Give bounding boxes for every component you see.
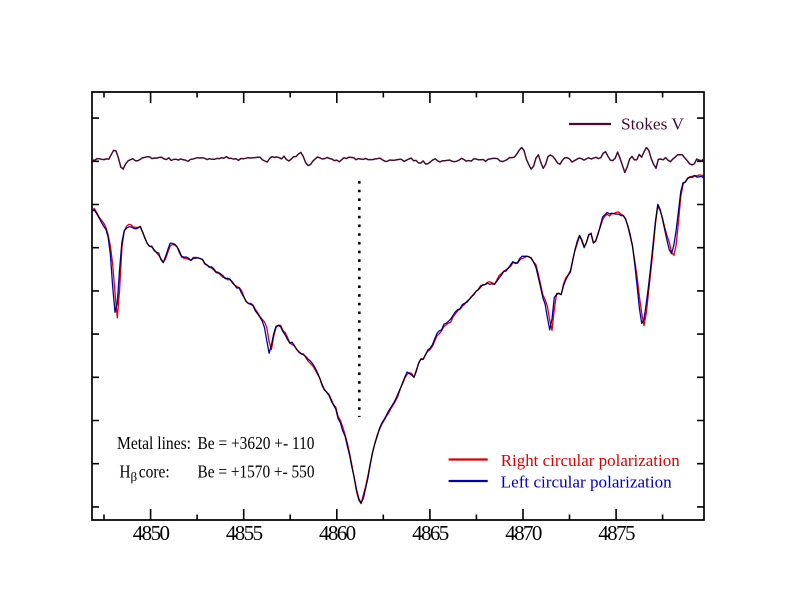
svg-text:Left circular polarization: Left circular polarization: [501, 473, 672, 492]
svg-text:4850: 4850: [133, 521, 170, 545]
svg-text:4870: 4870: [505, 521, 542, 545]
svg-text:4855: 4855: [226, 521, 263, 545]
svg-text:4860: 4860: [319, 521, 356, 545]
svg-text:H: H: [120, 462, 131, 482]
svg-text:Be = +1570 +- 550: Be = +1570 +- 550: [198, 462, 315, 482]
svg-text:Stokes V: Stokes V: [621, 115, 685, 134]
svg-text:β: β: [131, 469, 138, 484]
svg-text:4865: 4865: [412, 521, 449, 545]
svg-text:core:: core:: [139, 462, 170, 482]
svg-text:4875: 4875: [598, 521, 635, 545]
svg-text:Metal lines:: Metal lines:: [117, 433, 191, 453]
svg-text:Right circular polarization: Right circular polarization: [501, 451, 680, 470]
svg-text:Be = +3620 +- 110: Be = +3620 +- 110: [198, 433, 315, 453]
